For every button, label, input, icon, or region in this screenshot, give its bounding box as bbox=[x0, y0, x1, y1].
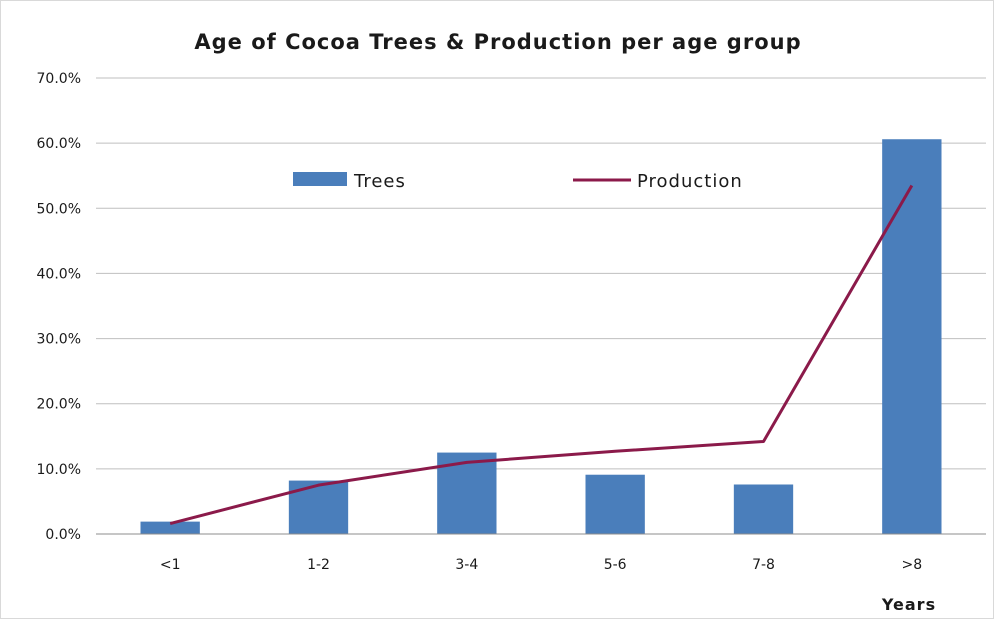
y-tick-label: 50.0% bbox=[37, 201, 81, 217]
y-tick-label: 20.0% bbox=[37, 397, 81, 413]
y-tick-label: 0.0% bbox=[45, 527, 81, 543]
y-tick-label: 70.0% bbox=[37, 71, 81, 87]
legend-trees-label: Trees bbox=[353, 171, 406, 192]
bar-trees bbox=[882, 139, 942, 534]
x-axis-label: Years bbox=[881, 595, 936, 614]
legend: Trees Production bbox=[293, 171, 743, 192]
bar-trees bbox=[140, 521, 200, 534]
y-tick-label: 40.0% bbox=[37, 266, 81, 282]
bar-trees bbox=[733, 484, 794, 534]
chart-title: Age of Cocoa Trees & Production per age … bbox=[194, 30, 801, 54]
x-tick-label: 7-8 bbox=[752, 557, 775, 573]
legend-production-label: Production bbox=[637, 171, 743, 192]
gridlines bbox=[96, 77, 986, 470]
line-production bbox=[169, 184, 914, 526]
y-axis-ticks: 0.0% 10.0% 20.0% 30.0% 40.0% 50.0% 60.0% 70.0% bbox=[37, 71, 81, 543]
x-tick-label: 1-2 bbox=[307, 557, 330, 573]
y-tick-label: 10.0% bbox=[37, 462, 81, 478]
x-axis-ticks: <1 1-2 3-4 5-6 7-8 >8 bbox=[160, 557, 922, 573]
bars-trees bbox=[140, 139, 942, 534]
production-line bbox=[169, 184, 914, 526]
legend-trees-swatch bbox=[293, 172, 347, 186]
y-tick-label: 30.0% bbox=[37, 332, 81, 348]
x-tick-label: 5-6 bbox=[604, 557, 627, 573]
x-tick-label: 3-4 bbox=[455, 557, 478, 573]
x-tick-label: <1 bbox=[160, 557, 181, 573]
x-tick-label: >8 bbox=[902, 557, 923, 573]
bar-trees bbox=[288, 480, 349, 534]
bar-trees bbox=[585, 474, 645, 534]
y-tick-label: 60.0% bbox=[37, 136, 81, 152]
